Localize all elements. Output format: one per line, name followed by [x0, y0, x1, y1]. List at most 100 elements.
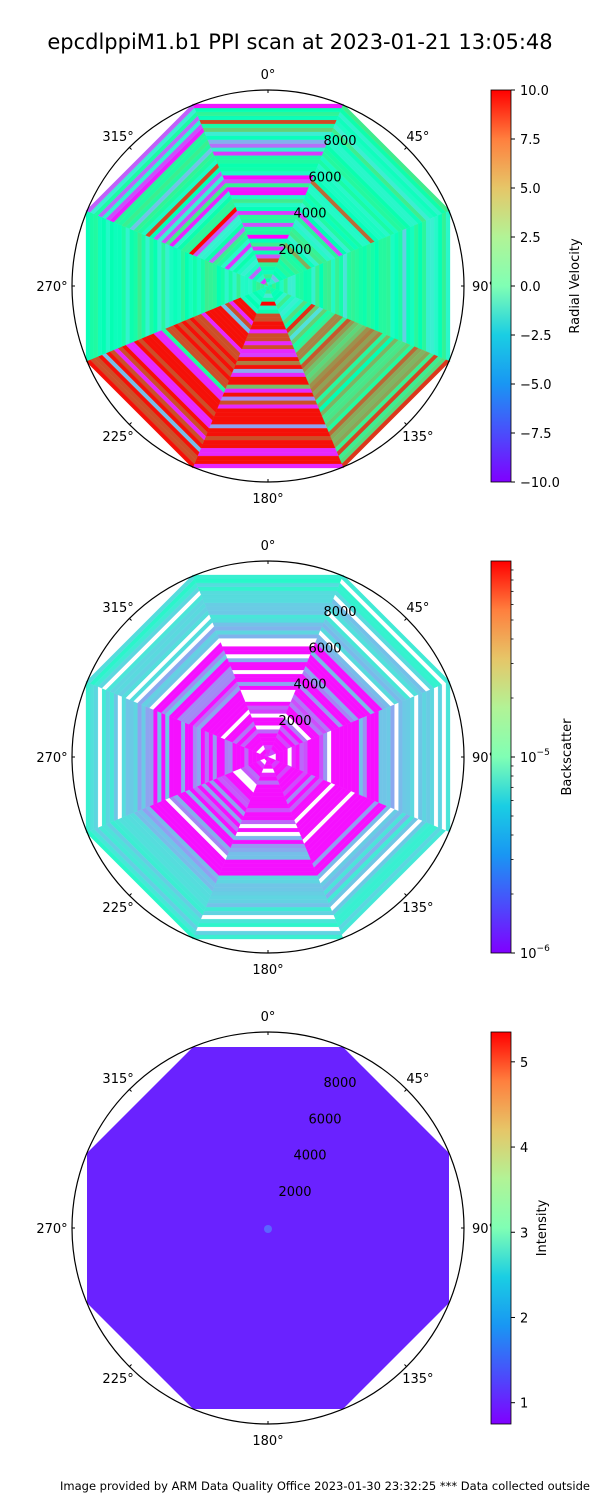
- theta-tick-label: 270°: [36, 1222, 67, 1237]
- colorbar-tick-label: 10−5: [520, 748, 550, 766]
- data-cell: [203, 907, 333, 912]
- data-cell: [233, 835, 303, 841]
- data-cell: [225, 855, 311, 861]
- data-cell: [218, 167, 318, 172]
- data-cell: [238, 353, 298, 358]
- data-cell: [194, 578, 342, 584]
- data-cell: [256, 309, 280, 314]
- data-cell: [346, 722, 352, 792]
- data-cell: [230, 194, 306, 200]
- data-cell: [121, 225, 126, 347]
- range-tick-label: 2000: [278, 1185, 311, 1200]
- theta-tick: [404, 1364, 407, 1367]
- data-cell: [85, 574, 195, 684]
- data-cell: [256, 258, 280, 263]
- intensity-data-field: [87, 1047, 449, 1409]
- data-cell: [207, 139, 329, 144]
- data-cell: [362, 244, 368, 328]
- theta-tick-label: 45°: [406, 601, 429, 616]
- theta-tick-label: 225°: [102, 901, 133, 916]
- data-cell: [291, 274, 296, 298]
- data-cell: [315, 264, 320, 308]
- theta-tick-label: 0°: [261, 539, 276, 554]
- theta-tick-label: 0°: [261, 68, 276, 83]
- colorbar-tick-label: 2.5: [520, 231, 541, 246]
- data-cell: [228, 661, 308, 667]
- data-cell: [437, 213, 443, 359]
- data-cell: [168, 715, 174, 799]
- data-cell: [208, 424, 328, 429]
- data-cell: [221, 392, 315, 397]
- data-cell: [283, 277, 288, 295]
- data-cell: [259, 737, 277, 742]
- data-cell: [196, 727, 201, 787]
- data-cell: [323, 732, 328, 782]
- data-cell: [218, 638, 318, 643]
- data-cell: [248, 277, 253, 295]
- intensity-center-spot: [264, 1225, 272, 1233]
- data-cell: [93, 213, 99, 359]
- data-cell: [240, 274, 245, 298]
- data-cell: [299, 742, 304, 772]
- data-cell: [339, 725, 344, 789]
- data-cell: [234, 832, 302, 837]
- data-cell: [221, 646, 315, 651]
- data-cell: [192, 725, 197, 789]
- data-cell: [261, 741, 275, 746]
- data-cell: [224, 738, 229, 776]
- data-cell: [216, 875, 320, 880]
- colorbar-tick-label: 0.0: [520, 280, 541, 295]
- data-cell: [125, 697, 130, 817]
- data-cell: [141, 704, 146, 810]
- data-cell: [195, 582, 341, 588]
- data-cell: [195, 455, 341, 461]
- data-cell: [402, 228, 407, 344]
- data-cell: [370, 712, 375, 802]
- data-cell: [221, 175, 315, 180]
- data-cell: [244, 230, 292, 235]
- data-cell: [414, 223, 419, 349]
- data-cell: [257, 262, 279, 267]
- data-cell: [133, 230, 138, 342]
- data-cell: [233, 202, 303, 208]
- data-cell: [218, 871, 318, 876]
- data-cell: [246, 705, 290, 710]
- data-cell: [228, 190, 308, 196]
- colorbar-tick-label: 3: [520, 1226, 528, 1241]
- data-cell: [85, 210, 91, 362]
- data-cell: [426, 689, 431, 825]
- data-cell: [129, 228, 134, 344]
- data-cell: [335, 727, 340, 787]
- data-cell: [208, 614, 328, 619]
- data-cell: [225, 182, 311, 188]
- data-cell: [256, 729, 280, 734]
- data-cell: [295, 743, 300, 771]
- data-cell: [434, 686, 439, 828]
- data-cell: [418, 692, 423, 822]
- data-cell: [168, 244, 174, 328]
- polar-plot-intensity: 0° 45° 90° 135° 180° 225° 270° 315° 2000 4000 6000…: [36, 1010, 495, 1449]
- data-cell: [253, 788, 283, 793]
- data-cell: [180, 249, 186, 323]
- backscatter-data-field: [85, 574, 451, 940]
- data-cell: [198, 919, 338, 924]
- colorbar-gradient: [490, 560, 512, 954]
- data-cell: [323, 261, 328, 311]
- data-cell: [220, 737, 225, 777]
- data-cell: [228, 740, 233, 774]
- data-cell: [244, 701, 292, 706]
- colorbar-intensity: 5 4 3 2 1 Intensity: [490, 1031, 550, 1425]
- data-cell: [89, 683, 95, 831]
- data-cell: [180, 720, 186, 794]
- theta-tick-label: 270°: [36, 751, 67, 766]
- data-cell: [406, 226, 411, 346]
- data-cell: [279, 750, 284, 764]
- data-cell: [200, 257, 205, 315]
- panel-backscatter: 0° 45° 90° 135° 180° 225° 270° 315° 2000 4000 6000…: [36, 539, 575, 978]
- data-cell: [291, 745, 296, 769]
- data-cell: [230, 843, 306, 849]
- data-cell: [231, 368, 305, 374]
- theta-tick: [404, 422, 407, 425]
- data-cell: [358, 717, 364, 797]
- data-cell: [246, 804, 290, 809]
